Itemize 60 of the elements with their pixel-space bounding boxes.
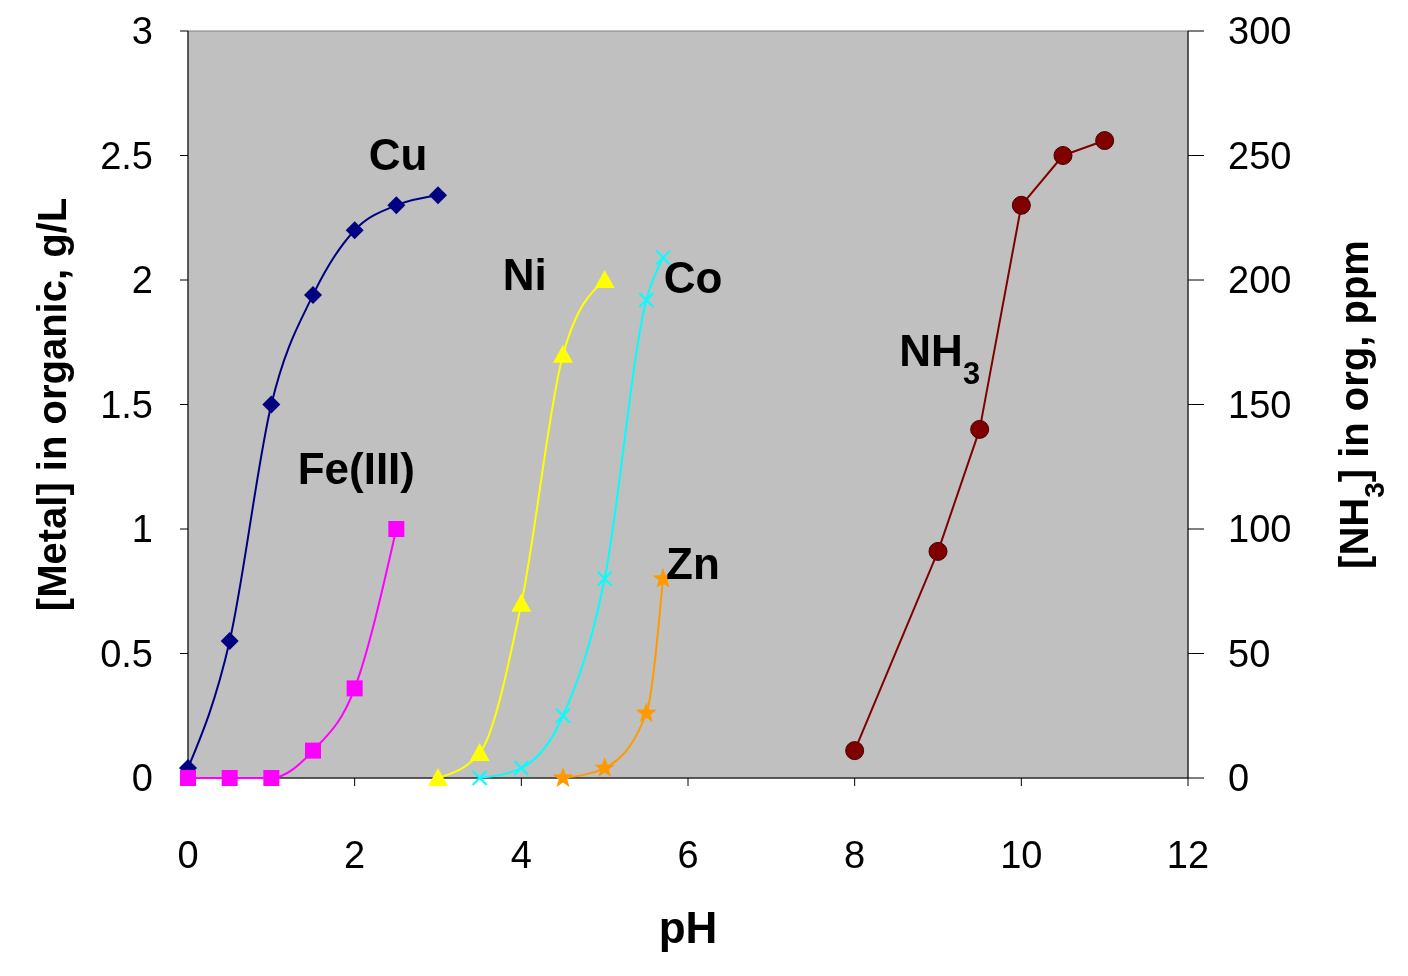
y-tick-label: 3: [131, 10, 153, 53]
y2-tick-label: 150: [1228, 383, 1292, 426]
series-label: Ni: [502, 250, 547, 299]
series-label: Zn: [666, 538, 720, 588]
y2-tick-label: 250: [1228, 134, 1292, 177]
y2-tick-label: 300: [1228, 10, 1292, 53]
point: [1095, 131, 1115, 151]
point: [220, 632, 239, 651]
series-label: Cu: [368, 130, 428, 180]
point: [970, 419, 990, 439]
x-tick-label: 10: [1000, 834, 1043, 876]
x-axis-title: pH: [658, 903, 718, 952]
point: [262, 395, 281, 414]
y-tick-label: 1: [131, 508, 153, 551]
x-tick-label: 8: [844, 834, 866, 876]
point: [594, 270, 615, 288]
point: [304, 285, 322, 304]
x-tick-label: 2: [344, 834, 366, 876]
point: [305, 742, 321, 759]
y-tick-label: 0: [131, 757, 153, 800]
point: [928, 541, 948, 561]
point: [345, 221, 364, 240]
x-tick-label: 0: [177, 834, 199, 876]
point: [429, 186, 447, 205]
point: [471, 770, 488, 786]
point: [221, 770, 238, 786]
y2-tick-label: 50: [1228, 632, 1271, 675]
point: [513, 760, 530, 777]
point: [845, 741, 865, 761]
point: [635, 702, 657, 723]
point: [180, 770, 196, 786]
point: [1011, 195, 1031, 215]
point: [263, 770, 280, 786]
series-label: Fe(III): [297, 444, 415, 493]
point: [346, 680, 363, 697]
series-label: Co: [663, 252, 723, 302]
y-tick-label: 2: [131, 259, 153, 302]
y2-tick-label: 0: [1228, 757, 1250, 800]
point: [428, 768, 448, 786]
x-tick-label: 6: [677, 834, 699, 876]
y-tick-label: 0.5: [100, 632, 153, 675]
point: [555, 707, 571, 724]
y-tick-label: 2.5: [100, 134, 153, 177]
point: [553, 344, 573, 363]
x-tick-label: 12: [1166, 834, 1210, 876]
point: [387, 196, 406, 215]
y-tick-label: 1.5: [100, 383, 153, 426]
y2-tick-label: 200: [1228, 259, 1292, 302]
series-label: NH$_{3}$: [899, 325, 981, 391]
point: [1053, 146, 1073, 165]
point: [594, 757, 616, 777]
point: [511, 593, 532, 612]
y2-tick-label: 100: [1228, 508, 1292, 551]
point: [469, 743, 490, 762]
point: [596, 570, 613, 587]
y-axis-title: [Metal] in organic, g/L: [30, 197, 74, 612]
point: [552, 767, 574, 787]
point: [388, 521, 405, 537]
x-tick-label: 4: [510, 834, 532, 876]
point: [638, 291, 655, 308]
